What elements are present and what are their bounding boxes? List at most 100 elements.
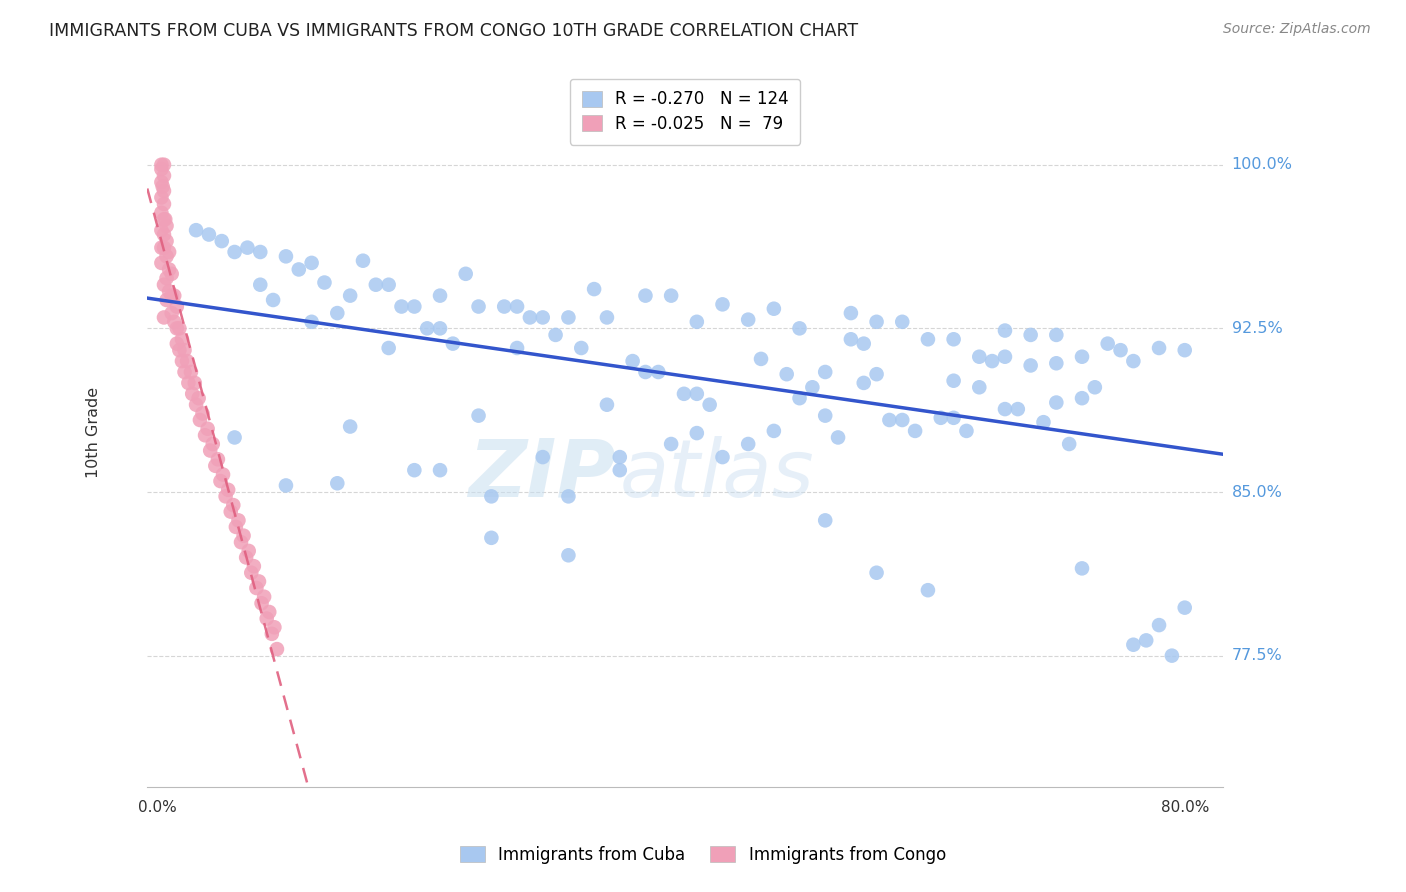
Point	[152, 179, 174, 194]
Point	[150, 175, 173, 189]
Point	[686, 315, 709, 329]
Point	[160, 267, 183, 281]
Point	[1071, 350, 1094, 364]
Point	[198, 443, 221, 458]
Point	[235, 550, 257, 565]
Point	[155, 249, 177, 263]
Point	[243, 559, 266, 574]
Point	[969, 380, 991, 394]
Point	[557, 489, 579, 503]
Point	[789, 321, 811, 335]
Point	[467, 300, 489, 314]
Point	[942, 410, 965, 425]
Point	[163, 315, 186, 329]
Point	[197, 422, 219, 436]
Point	[260, 627, 283, 641]
Point	[169, 343, 191, 358]
Text: 92.5%: 92.5%	[1232, 321, 1282, 336]
Point	[173, 365, 195, 379]
Point	[852, 336, 875, 351]
Point	[981, 354, 1004, 368]
Point	[634, 365, 657, 379]
Point	[506, 341, 529, 355]
Point	[1122, 354, 1144, 368]
Point	[1045, 327, 1067, 342]
Point	[339, 419, 361, 434]
Legend: R = -0.270   N = 124, R = -0.025   N =  79: R = -0.270 N = 124, R = -0.025 N = 79	[569, 78, 800, 145]
Point	[209, 474, 232, 488]
Point	[224, 430, 246, 444]
Text: atlas: atlas	[620, 435, 814, 514]
Point	[155, 293, 177, 307]
Point	[352, 253, 374, 268]
Point	[891, 413, 914, 427]
Point	[762, 424, 785, 438]
Text: 10th Grade: 10th Grade	[86, 386, 101, 477]
Point	[711, 297, 734, 311]
Point	[249, 277, 271, 292]
Point	[180, 365, 202, 379]
Point	[364, 277, 387, 292]
Point	[263, 620, 285, 634]
Point	[153, 184, 176, 198]
Text: 100.0%: 100.0%	[1232, 157, 1292, 172]
Point	[153, 169, 176, 183]
Point	[1097, 336, 1119, 351]
Point	[609, 463, 631, 477]
Point	[247, 574, 270, 589]
Point	[301, 256, 323, 270]
Point	[166, 300, 188, 314]
Point	[686, 386, 709, 401]
Point	[326, 476, 349, 491]
Point	[232, 528, 254, 542]
Point	[222, 498, 245, 512]
Point	[891, 315, 914, 329]
Point	[184, 398, 207, 412]
Point	[155, 212, 177, 227]
Point	[621, 354, 644, 368]
Point	[207, 452, 229, 467]
Point	[157, 285, 180, 299]
Point	[917, 583, 939, 598]
Point	[1109, 343, 1132, 358]
Point	[1122, 638, 1144, 652]
Point	[301, 315, 323, 329]
Point	[814, 513, 837, 527]
Point	[942, 332, 965, 346]
Point	[647, 365, 669, 379]
Point	[170, 354, 193, 368]
Point	[1174, 343, 1197, 358]
Point	[170, 332, 193, 346]
Point	[737, 312, 759, 326]
Point	[557, 549, 579, 563]
Point	[177, 376, 200, 390]
Point	[404, 300, 426, 314]
Point	[994, 402, 1017, 417]
Point	[240, 566, 263, 580]
Point	[749, 351, 772, 366]
Point	[184, 376, 207, 390]
Point	[249, 245, 271, 260]
Point	[1019, 359, 1042, 373]
Point	[429, 288, 451, 302]
Point	[184, 223, 207, 237]
Point	[153, 241, 176, 255]
Point	[686, 426, 709, 441]
Point	[274, 249, 297, 263]
Point	[187, 391, 209, 405]
Point	[839, 332, 862, 346]
Point	[201, 437, 224, 451]
Point	[155, 271, 177, 285]
Point	[1071, 561, 1094, 575]
Point	[225, 520, 247, 534]
Point	[157, 262, 180, 277]
Point	[429, 463, 451, 477]
Point	[166, 321, 188, 335]
Point	[839, 306, 862, 320]
Point	[1084, 380, 1107, 394]
Text: 0.0%: 0.0%	[138, 799, 177, 814]
Point	[229, 535, 252, 549]
Point	[441, 336, 464, 351]
Point	[1019, 327, 1042, 342]
Point	[479, 489, 502, 503]
